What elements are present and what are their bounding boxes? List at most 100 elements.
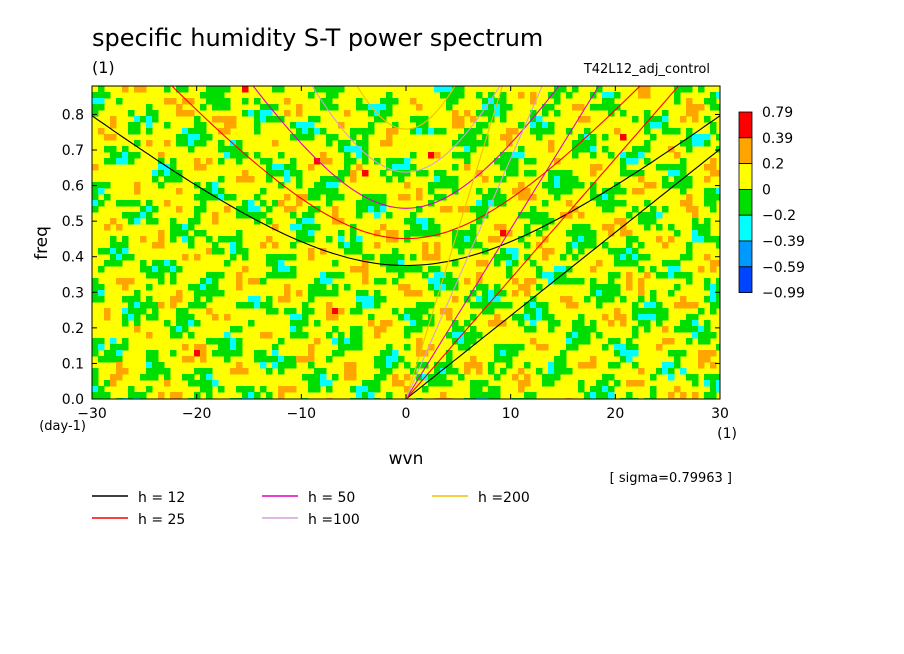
field-cell xyxy=(188,314,195,321)
field-cell xyxy=(494,296,501,303)
field-cell xyxy=(644,254,651,261)
y-tick-label: 0.4 xyxy=(62,250,84,266)
field-cell xyxy=(602,200,609,207)
field-cell xyxy=(644,212,651,219)
field-cell xyxy=(428,128,435,135)
field-cell xyxy=(398,170,405,177)
field-cell xyxy=(422,242,429,249)
field-cell xyxy=(674,92,681,99)
field-cell xyxy=(614,308,621,315)
field-cell xyxy=(422,128,429,135)
field-cell xyxy=(284,284,291,291)
field-cell xyxy=(542,302,549,309)
field-cell xyxy=(236,158,243,165)
field-cell xyxy=(350,344,357,351)
y-tick-label: 0.7 xyxy=(62,143,84,159)
field-cell xyxy=(566,278,573,285)
field-cell xyxy=(98,290,105,297)
field-cell xyxy=(158,362,165,369)
field-cell xyxy=(476,284,483,291)
field-cell xyxy=(410,212,417,219)
field-cell xyxy=(338,308,345,315)
field-cell xyxy=(464,368,471,375)
field-cell xyxy=(236,368,243,375)
field-cell xyxy=(206,278,213,285)
field-cell xyxy=(248,320,255,327)
field-cell xyxy=(620,110,627,117)
field-cell xyxy=(602,314,609,321)
field-cell xyxy=(530,326,537,333)
field-cell xyxy=(494,290,501,297)
field-cell xyxy=(374,194,381,201)
field-cell xyxy=(704,320,711,327)
field-cell xyxy=(338,86,345,93)
field-cell xyxy=(686,98,693,105)
field-cell xyxy=(128,158,135,165)
field-cell xyxy=(314,128,321,135)
field-cell xyxy=(386,92,393,99)
field-cell xyxy=(422,320,429,327)
field-cell xyxy=(242,266,249,273)
field-cell xyxy=(428,374,435,381)
field-cell xyxy=(116,224,123,231)
field-cell xyxy=(182,128,189,135)
field-cell xyxy=(344,374,351,381)
field-cell xyxy=(638,152,645,159)
field-cell xyxy=(416,362,423,369)
field-cell xyxy=(584,326,591,333)
field-cell xyxy=(218,272,225,279)
field-cell xyxy=(368,194,375,201)
field-cell xyxy=(362,380,369,387)
field-cell xyxy=(230,146,237,153)
field-cell xyxy=(194,218,201,225)
case-label: T42L12_adj_control xyxy=(583,62,710,77)
field-cell xyxy=(476,122,483,129)
field-cell xyxy=(146,368,153,375)
field-cell xyxy=(362,134,369,141)
field-cell xyxy=(368,122,375,129)
field-cell xyxy=(176,86,183,93)
field-cell xyxy=(434,170,441,177)
field-cell xyxy=(242,110,249,117)
field-cell xyxy=(452,326,459,333)
field-cell xyxy=(650,308,657,315)
field-cell xyxy=(98,284,105,291)
field-cell xyxy=(218,290,225,297)
field-cell xyxy=(188,242,195,249)
field-cell xyxy=(608,200,615,207)
field-cell xyxy=(716,146,720,153)
field-cell xyxy=(320,176,327,183)
field-cell xyxy=(416,290,423,297)
field-cell xyxy=(116,152,123,159)
field-cell xyxy=(170,230,177,237)
field-cell xyxy=(596,164,603,171)
field-cell xyxy=(368,128,375,135)
field-cell xyxy=(548,218,555,225)
field-cell xyxy=(320,278,327,285)
field-cell xyxy=(356,98,363,105)
field-cell xyxy=(680,164,687,171)
y-axis-unit: (day-1) xyxy=(39,419,86,434)
field-cell xyxy=(524,290,531,297)
field-cell xyxy=(320,248,327,255)
field-cell xyxy=(368,296,375,303)
field-cell xyxy=(164,140,171,147)
field-cell xyxy=(656,320,663,327)
field-cell xyxy=(458,116,465,123)
field-cell xyxy=(434,254,441,261)
field-cell xyxy=(584,392,591,399)
field-cell xyxy=(98,104,105,111)
field-cell xyxy=(218,188,225,195)
field-cell xyxy=(608,92,615,99)
field-cell xyxy=(608,278,615,285)
field-cell xyxy=(410,326,417,333)
field-cell xyxy=(200,344,207,351)
field-cell xyxy=(290,356,297,363)
field-cell xyxy=(416,350,423,357)
field-cell xyxy=(356,146,363,153)
field-cell xyxy=(236,206,243,213)
field-cell xyxy=(482,290,489,297)
field-cell xyxy=(290,212,297,219)
field-cell xyxy=(428,200,435,207)
field-cell xyxy=(632,260,639,267)
